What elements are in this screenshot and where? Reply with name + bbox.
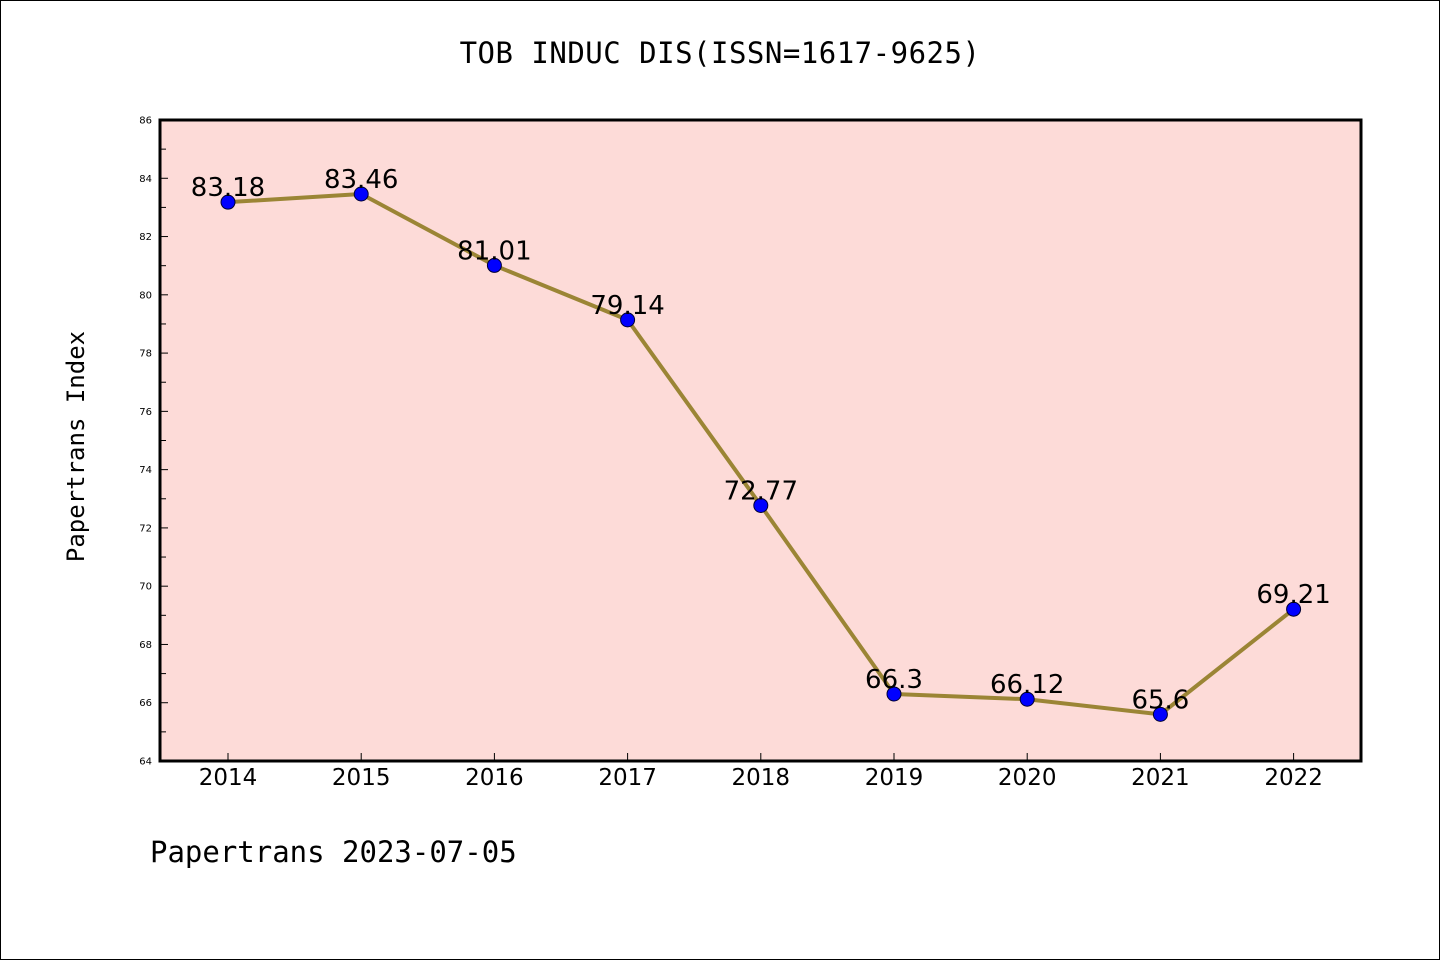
data-label: 66.3: [865, 665, 923, 695]
data-point: [353, 186, 369, 202]
chart-title: TOB INDUC DIS(ISSN=1617-9625): [459, 36, 981, 70]
data-label: 83.18: [191, 173, 265, 203]
data-point: [753, 497, 769, 513]
data-label: 65.6: [1131, 685, 1189, 715]
data-point: [886, 686, 902, 702]
data-point: [1019, 691, 1035, 707]
y-tick-label: 70: [139, 582, 152, 593]
x-tick-label: 2017: [598, 765, 657, 791]
y-tick-label: 74: [139, 465, 152, 476]
y-tick-label: 86: [139, 116, 152, 127]
y-tick-label: 82: [139, 232, 152, 243]
data-label: 72.77: [724, 476, 798, 506]
data-label: 81.01: [457, 236, 531, 266]
data-label: 79.14: [590, 291, 664, 321]
data-point: [486, 257, 502, 273]
y-tick-label: 66: [139, 698, 152, 709]
data-points: [220, 186, 1302, 722]
x-tick-label: 2021: [1131, 765, 1190, 791]
x-tick-label: 2016: [465, 765, 524, 791]
data-labels: 83.18 83.46 81.01 79.14 72.77 66.3 66.12 65.6 69…: [191, 165, 1331, 715]
y-tick-label: 68: [139, 640, 152, 651]
data-label: 83.46: [324, 165, 398, 195]
data-point: [620, 312, 636, 328]
footer-note: Papertrans 2023-07-05: [150, 835, 517, 869]
y-tick-label: 76: [139, 407, 152, 418]
x-tick-label: 2014: [199, 765, 258, 791]
x-tick-label: 2015: [332, 765, 391, 791]
data-point: [1152, 706, 1168, 722]
y-axis: 64 66 68 70 72 74 76 78 80 82 84 86: [139, 116, 168, 768]
y-tick-label: 78: [139, 349, 152, 360]
x-axis: 2014 2015 2016 2017 2018 2019 2020 2021 2022: [199, 753, 1323, 791]
y-tick-label: 72: [139, 523, 152, 534]
y-axis-label: Papertrans Index: [62, 331, 90, 562]
y-tick-label: 64: [139, 757, 152, 768]
plot-area: [160, 120, 1361, 761]
data-point: [1286, 601, 1302, 617]
x-tick-label: 2019: [865, 765, 924, 791]
data-label: 69.21: [1256, 580, 1330, 610]
x-tick-label: 2020: [998, 765, 1057, 791]
x-tick-label: 2022: [1264, 765, 1323, 791]
x-tick-label: 2018: [732, 765, 791, 791]
y-tick-label: 84: [139, 174, 152, 185]
plot-border: [158, 118, 1363, 763]
data-point: [220, 194, 236, 210]
data-label: 66.12: [990, 670, 1064, 700]
y-tick-label: 80: [139, 290, 152, 301]
